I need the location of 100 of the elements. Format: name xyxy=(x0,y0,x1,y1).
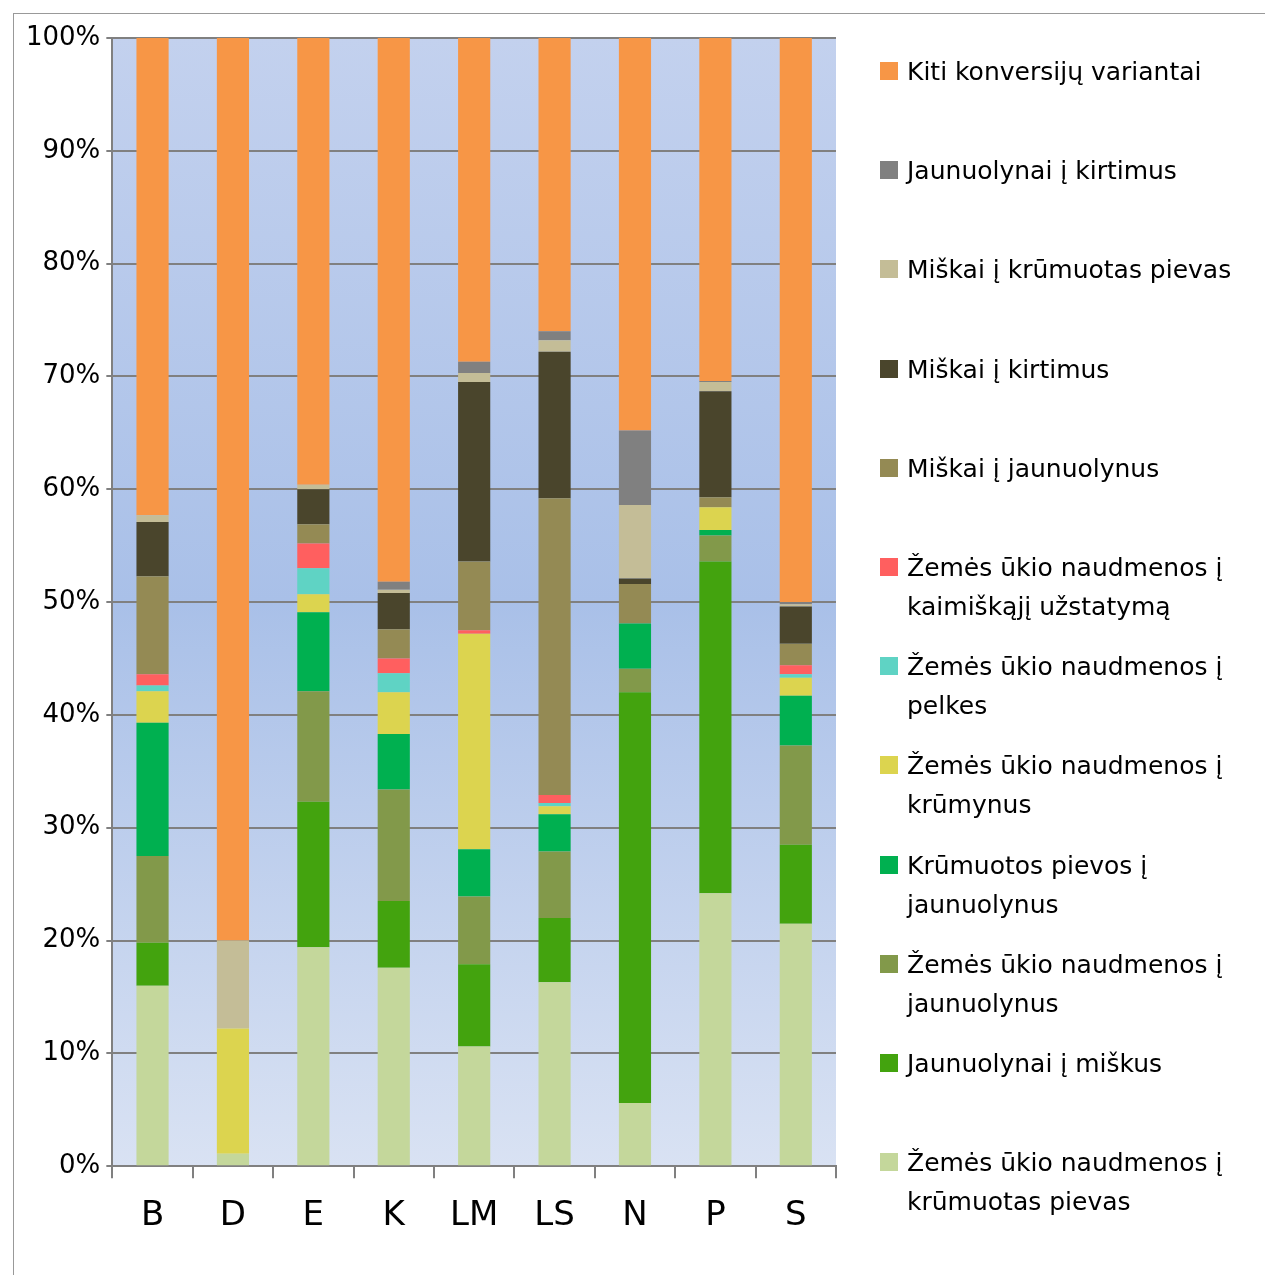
y-tick-label: 50% xyxy=(42,584,101,615)
bar xyxy=(458,361,491,374)
bar xyxy=(779,844,812,924)
bar xyxy=(136,576,169,675)
bar xyxy=(618,584,652,624)
x-tick-label: P xyxy=(705,1193,726,1234)
bar xyxy=(699,535,732,562)
bar xyxy=(699,507,732,530)
bar xyxy=(699,497,732,508)
legend-label: Žemės ūkio naudmenos į kaimiškąjį užstatymą xyxy=(907,552,1223,621)
bar xyxy=(297,947,330,1166)
bar xyxy=(458,630,491,634)
bar xyxy=(136,674,169,686)
bar xyxy=(699,391,732,498)
bar xyxy=(538,795,571,803)
bar xyxy=(618,692,652,1104)
bar xyxy=(377,673,410,693)
bar xyxy=(618,668,652,693)
x-tick-label: B xyxy=(140,1193,165,1234)
bar xyxy=(136,522,169,577)
legend-label: Kiti konversijų variantai xyxy=(907,57,1202,86)
y-tick-label: 20% xyxy=(42,923,101,954)
x-tick-label: LS xyxy=(534,1193,575,1234)
bar xyxy=(377,658,410,674)
x-tick-label: N xyxy=(622,1193,648,1234)
bar xyxy=(458,964,491,1047)
bar xyxy=(779,923,812,1166)
bar xyxy=(136,515,169,522)
bar xyxy=(297,524,330,544)
bar xyxy=(779,677,812,696)
bar xyxy=(377,967,410,1166)
bar xyxy=(136,722,169,856)
bar xyxy=(377,692,410,735)
x-tick-label: K xyxy=(382,1193,407,1234)
legend-label: Miškai į kirtimus xyxy=(907,354,1110,384)
bar xyxy=(377,593,410,630)
bar xyxy=(377,901,410,968)
bar xyxy=(136,942,169,986)
x-tick-label: E xyxy=(302,1193,325,1234)
bar xyxy=(297,691,330,802)
bar xyxy=(779,606,812,644)
y-tick-label: 40% xyxy=(42,697,101,728)
y-tick-label: 30% xyxy=(42,810,101,841)
legend-label: Jaunuolynai į kirtimus xyxy=(907,156,1177,186)
bar xyxy=(618,578,652,585)
bar xyxy=(136,985,169,1166)
bar xyxy=(136,855,169,943)
bar xyxy=(779,745,812,845)
bar xyxy=(216,1153,250,1166)
bar xyxy=(297,568,330,595)
bar xyxy=(216,1028,250,1154)
bar xyxy=(618,505,652,579)
bar xyxy=(699,529,732,536)
legend-label: Miškai į krūmuotas pievas xyxy=(907,255,1232,285)
bar xyxy=(618,38,652,431)
bar xyxy=(377,581,410,590)
bar xyxy=(297,594,330,613)
bar xyxy=(538,498,571,796)
bar xyxy=(538,331,571,341)
bar xyxy=(377,734,410,790)
bar xyxy=(297,489,330,525)
bar xyxy=(538,340,571,352)
legend-label: Miškai į jaunuolynus xyxy=(907,453,1160,483)
legend-label: Jaunuolynai į miškus xyxy=(907,1048,1163,1078)
bar xyxy=(699,893,732,1166)
bar xyxy=(618,623,652,669)
bar xyxy=(458,373,491,383)
bar xyxy=(699,561,732,894)
bar xyxy=(377,38,410,582)
bar xyxy=(216,940,250,1029)
y-tick-label: 90% xyxy=(42,133,101,164)
legend-label: Žemės ūkio naudmenos į krūmuotas pievas xyxy=(907,1148,1223,1217)
bar xyxy=(538,918,571,983)
bar xyxy=(538,802,571,807)
legend-label: Žemės ūkio naudmenos į pelkes xyxy=(907,652,1223,721)
bar xyxy=(538,806,571,815)
legend-label: Žemės ūkio naudmenos į jaunuolynus xyxy=(907,949,1223,1018)
y-tick-label: 60% xyxy=(42,472,101,503)
bar xyxy=(538,814,571,852)
bar xyxy=(136,685,169,692)
bar xyxy=(699,382,732,392)
y-tick-label: 80% xyxy=(42,246,101,277)
y-tick-label: 100% xyxy=(25,20,101,51)
bar xyxy=(779,38,812,603)
y-tick-label: 0% xyxy=(59,1148,101,1179)
bar xyxy=(779,674,812,678)
bar xyxy=(538,982,571,1166)
bar xyxy=(458,633,491,850)
y-tick-label: 10% xyxy=(42,1036,101,1067)
bar xyxy=(538,351,571,499)
bar xyxy=(458,382,491,562)
bar xyxy=(779,665,812,675)
x-tick-label: D xyxy=(219,1193,247,1234)
bar xyxy=(377,629,410,659)
bar xyxy=(297,543,330,569)
bar xyxy=(779,695,812,746)
bar xyxy=(377,789,410,902)
y-tick-label: 70% xyxy=(42,359,101,390)
bar xyxy=(136,691,169,723)
legend-label: Krūmuotos pievos į jaunuolynus xyxy=(907,850,1148,919)
